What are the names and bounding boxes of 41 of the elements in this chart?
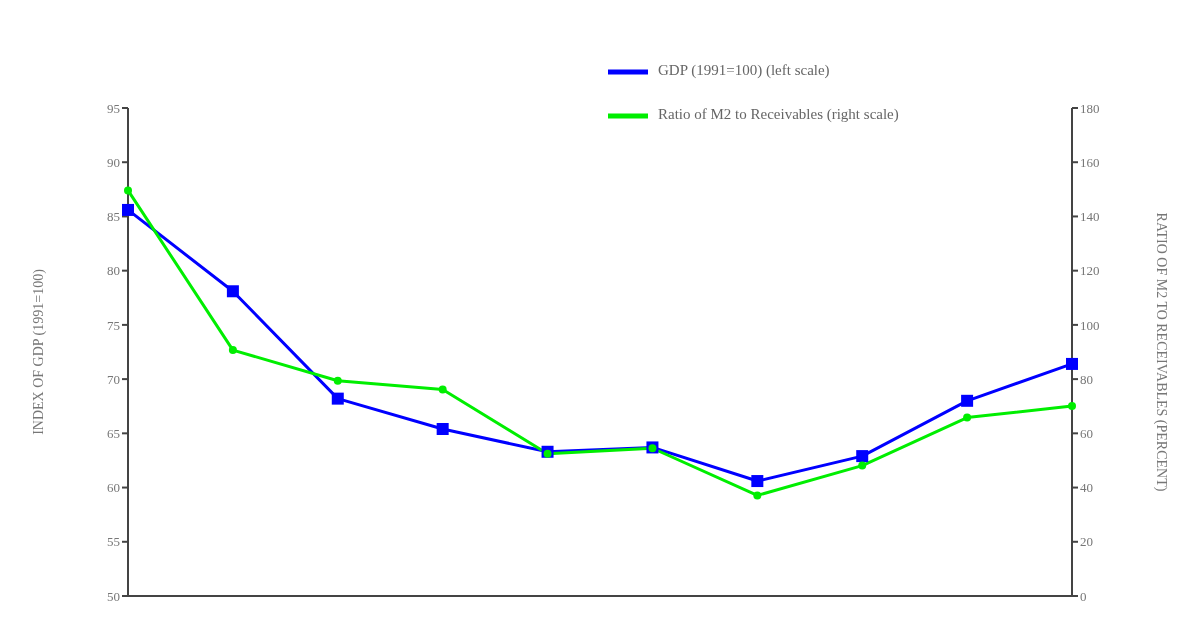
point <box>543 449 552 458</box>
y2-tick-label: 140 <box>1080 209 1100 225</box>
point <box>122 203 134 216</box>
point <box>226 285 239 298</box>
y2-axis-title: RATIO OF M2 TO RECEIVABLES (PERCENT) <box>1153 212 1170 492</box>
y2-tick-label: 100 <box>1080 317 1100 333</box>
point <box>753 491 762 500</box>
point <box>333 376 342 385</box>
y-axis-title: INDEX OF GDP (1991=100) <box>30 268 47 435</box>
y-tick-label: 75 <box>107 317 120 333</box>
y-tick-label: 80 <box>107 263 120 279</box>
y-tick-label: 85 <box>107 209 120 225</box>
y-tick-label: 50 <box>107 588 120 604</box>
point <box>858 461 867 470</box>
point <box>331 392 344 405</box>
point <box>751 475 764 488</box>
point <box>438 385 447 394</box>
y-tick-label: 90 <box>107 154 120 170</box>
y2-tick-label: 120 <box>1080 263 1100 279</box>
y2-tick-label: 40 <box>1080 480 1093 496</box>
legend-label: GDP (1991=100) (left scale) <box>658 62 830 78</box>
point <box>961 394 974 407</box>
y2-tick-label: 80 <box>1080 371 1093 387</box>
y-tick-label: 70 <box>107 371 120 387</box>
y2-tick-label: 60 <box>1080 425 1093 441</box>
y-tick-label: 65 <box>107 425 120 441</box>
y-tick-label: 95 <box>107 100 120 116</box>
y2-tick-label: 20 <box>1080 534 1093 550</box>
point <box>436 423 449 435</box>
y-tick-label: 55 <box>107 534 120 550</box>
point <box>228 346 237 355</box>
point <box>963 413 972 422</box>
point <box>1066 357 1078 370</box>
point <box>1068 401 1076 410</box>
y2-tick-label: 160 <box>1080 154 1100 170</box>
point <box>856 450 869 463</box>
y2-tick-label: 0 <box>1080 588 1087 604</box>
y2-tick-label: 180 <box>1080 100 1100 116</box>
point <box>124 186 132 195</box>
legend-label: Ratio of M2 to Receivables (right scale) <box>658 106 899 122</box>
y-tick-label: 60 <box>107 480 120 496</box>
